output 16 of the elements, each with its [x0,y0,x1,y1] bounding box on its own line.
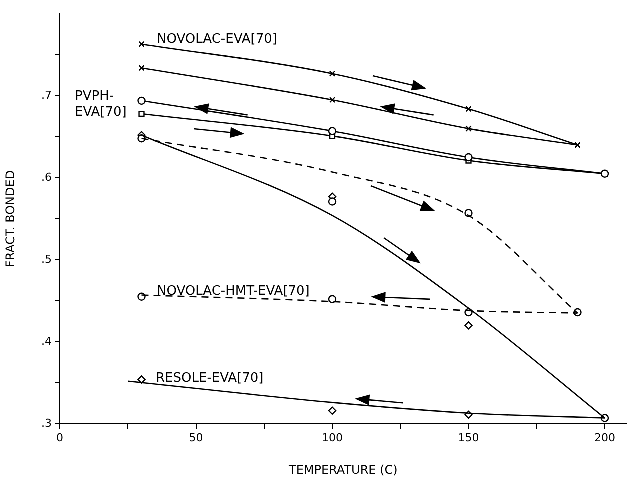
y-tick-label: .5 [42,252,52,266]
annotation: NOVOLAC-HMT-EVA[70] [157,284,310,300]
annotation: RESOLE-EVA[70] [156,371,264,387]
y-tick-label: .6 [42,170,52,184]
x-tick-label: 50 [189,431,204,444]
y-axis-title: FRACT. BONDED [3,170,18,268]
x-tick-label: 200 [594,431,616,444]
y-tick-label: .3 [42,416,52,430]
y-tick-label: .4 [42,334,52,348]
x-tick-label: 150 [458,431,480,444]
annotation: NOVOLAC-EVA[70] [157,32,278,48]
x-axis-title: TEMPERATURE (C) [288,462,398,477]
y-tick-label: .7 [42,88,52,102]
x-tick-label: 100 [322,431,343,444]
x-tick-label: 0 [56,431,64,444]
annotation: PVPH- EVA[70] [75,89,127,121]
